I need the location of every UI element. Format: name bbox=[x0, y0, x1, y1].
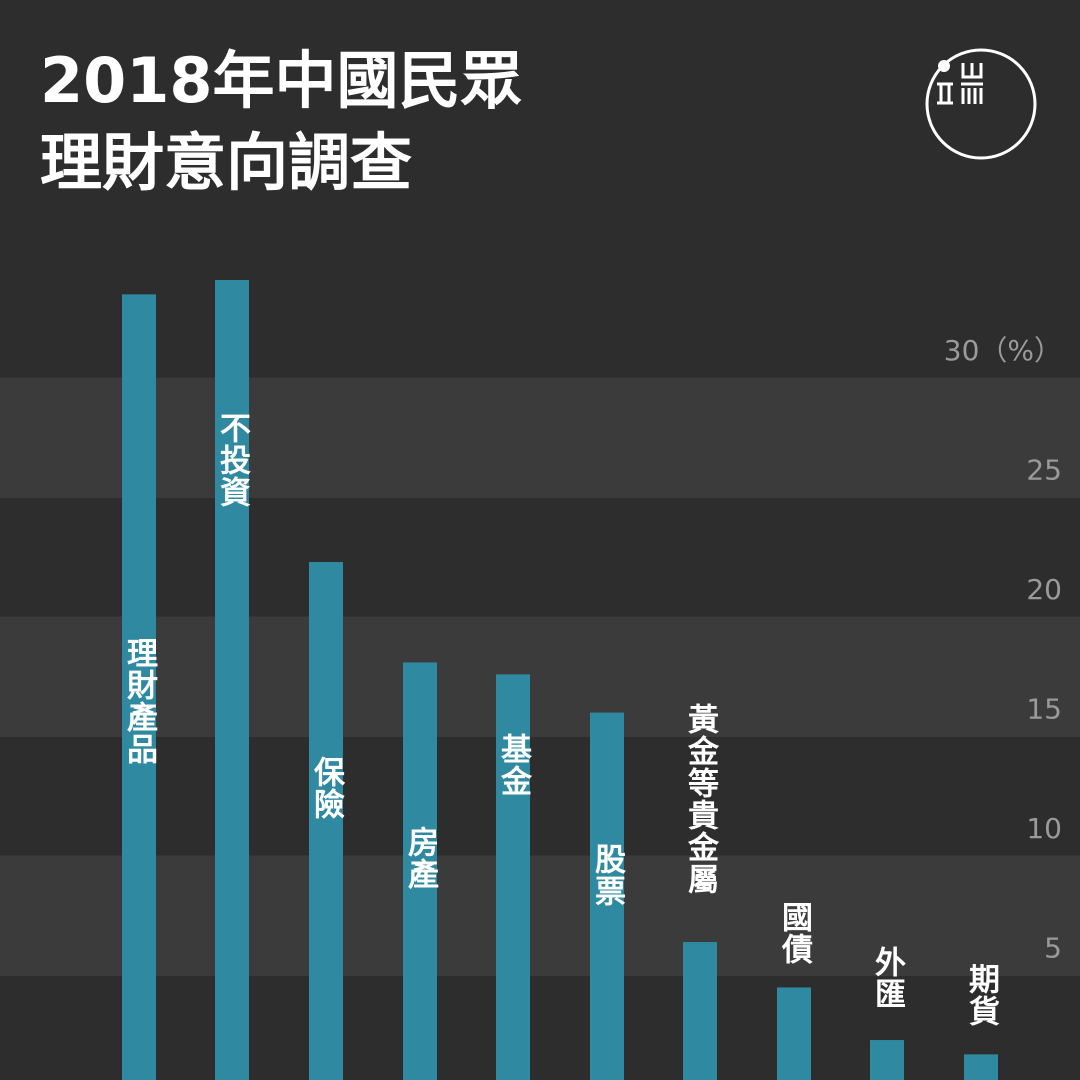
chart-title: 2018年中國民眾 bbox=[40, 44, 523, 117]
y-tick-label: 25 bbox=[1026, 454, 1062, 487]
logo-glyph bbox=[937, 63, 983, 105]
category-label: 房產 bbox=[402, 826, 439, 890]
logo bbox=[925, 48, 1037, 160]
bar bbox=[122, 294, 156, 1080]
chart-title: 理財意向調查 bbox=[40, 126, 412, 199]
bar bbox=[777, 987, 811, 1080]
y-tick-label: 5 bbox=[1044, 932, 1062, 965]
y-tick-label: 15 bbox=[1026, 693, 1062, 726]
y-tick-label: 10 bbox=[1026, 812, 1062, 845]
grid-band bbox=[0, 617, 1080, 737]
bar bbox=[309, 562, 343, 1080]
category-label: 股票 bbox=[589, 843, 626, 907]
bar bbox=[215, 280, 249, 1080]
category-label: 國債 bbox=[776, 901, 814, 965]
bar bbox=[964, 1054, 998, 1080]
category-label: 理財產品 bbox=[121, 637, 158, 765]
bar bbox=[403, 662, 437, 1080]
grid-bands bbox=[0, 377, 1080, 976]
category-label: 期貨 bbox=[963, 963, 1000, 1027]
bar bbox=[683, 942, 717, 1080]
category-label: 保險 bbox=[308, 756, 345, 820]
category-label: 不投資 bbox=[214, 412, 251, 508]
logo-dot bbox=[938, 60, 950, 72]
y-tick-label: 30（%） bbox=[944, 334, 1062, 367]
category-label: 基金 bbox=[495, 733, 533, 797]
bar bbox=[496, 674, 530, 1080]
category-label: 外匯 bbox=[869, 946, 906, 1010]
grid-band bbox=[0, 856, 1080, 976]
y-tick-label: 20 bbox=[1026, 573, 1062, 606]
bar bbox=[590, 712, 624, 1080]
bar bbox=[870, 1040, 904, 1080]
category-label: 黃金等貴金屬 bbox=[682, 703, 720, 895]
grid-band bbox=[0, 378, 1080, 498]
logo-ring bbox=[925, 48, 1037, 160]
